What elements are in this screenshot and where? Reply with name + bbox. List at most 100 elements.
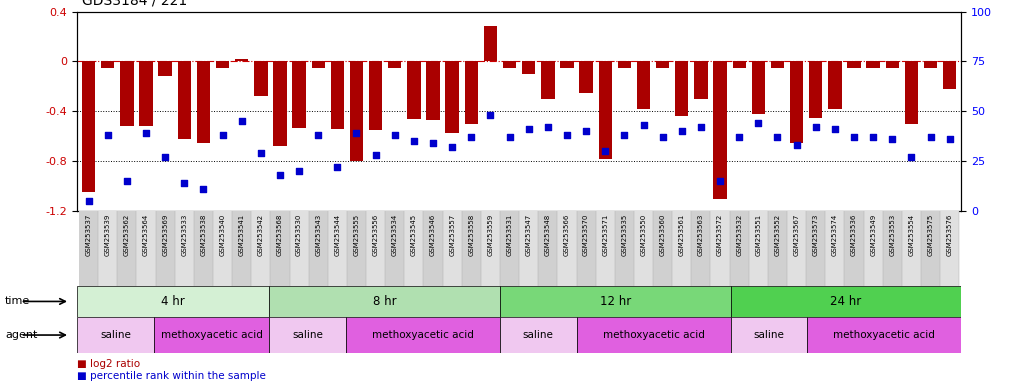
Bar	[748, 211, 768, 286]
Bar	[731, 286, 961, 317]
Text: GSM253562: GSM253562	[123, 214, 130, 256]
Point	[348, 130, 365, 136]
Bar	[366, 211, 386, 286]
Bar	[500, 211, 519, 286]
Point	[942, 136, 958, 142]
Bar	[369, 61, 382, 130]
Bar	[350, 61, 363, 161]
Text: GSM253557: GSM253557	[449, 214, 455, 256]
Text: GSM253563: GSM253563	[698, 214, 704, 256]
Point	[865, 134, 881, 141]
Text: GSM253564: GSM253564	[143, 214, 149, 256]
Bar	[733, 61, 746, 68]
Bar	[790, 61, 803, 142]
Text: GSM253568: GSM253568	[277, 214, 283, 256]
Bar	[155, 211, 175, 286]
Bar	[560, 61, 574, 68]
Bar	[519, 211, 539, 286]
Bar	[692, 211, 710, 286]
Text: 24 hr: 24 hr	[831, 295, 861, 308]
Text: GSM253567: GSM253567	[794, 214, 800, 256]
Bar	[443, 211, 462, 286]
Text: GSM253542: GSM253542	[258, 214, 264, 256]
Bar	[595, 211, 615, 286]
Text: GSM253533: GSM253533	[181, 214, 187, 256]
Text: 8 hr: 8 hr	[373, 295, 397, 308]
Text: GSM253541: GSM253541	[238, 214, 245, 256]
Bar	[137, 211, 155, 286]
Text: GSM253531: GSM253531	[507, 214, 513, 256]
Bar	[270, 211, 290, 286]
Bar	[598, 61, 612, 159]
Bar	[481, 211, 500, 286]
Bar	[847, 61, 860, 68]
Bar	[79, 211, 98, 286]
Point	[387, 132, 403, 138]
Bar	[404, 211, 424, 286]
Text: GSM253576: GSM253576	[947, 214, 953, 256]
Text: 4 hr: 4 hr	[161, 295, 185, 308]
Text: methoxyacetic acid: methoxyacetic acid	[602, 330, 704, 340]
Text: GSM253560: GSM253560	[660, 214, 666, 256]
Bar	[943, 61, 956, 89]
Bar	[117, 211, 137, 286]
Text: GSM253575: GSM253575	[927, 214, 933, 256]
Text: GSM253558: GSM253558	[469, 214, 474, 256]
Text: GSM253573: GSM253573	[813, 214, 818, 256]
Text: agent: agent	[5, 330, 37, 340]
Bar	[941, 211, 959, 286]
Point	[233, 118, 250, 124]
Bar	[101, 61, 114, 68]
Text: GSM253555: GSM253555	[354, 214, 360, 256]
Point	[904, 154, 920, 161]
Text: saline: saline	[523, 330, 554, 340]
Point	[502, 134, 518, 141]
Bar	[503, 61, 516, 68]
Bar	[232, 211, 251, 286]
Text: GSM253530: GSM253530	[296, 214, 302, 256]
Point	[922, 134, 939, 141]
Bar	[386, 211, 404, 286]
Bar	[158, 61, 172, 76]
Point	[463, 134, 479, 141]
Bar	[139, 61, 153, 126]
Text: saline: saline	[754, 330, 784, 340]
Bar	[713, 61, 727, 199]
Point	[310, 132, 327, 138]
Bar	[844, 211, 864, 286]
Bar	[751, 61, 765, 114]
Text: GSM253532: GSM253532	[736, 214, 742, 256]
Bar	[500, 317, 577, 353]
Point	[635, 122, 652, 128]
Bar	[77, 286, 269, 317]
Bar	[120, 61, 134, 126]
Text: GSM253572: GSM253572	[718, 214, 723, 256]
Point	[597, 148, 614, 154]
Bar	[557, 211, 577, 286]
Point	[118, 178, 135, 184]
Bar	[924, 61, 938, 68]
Text: GSM253535: GSM253535	[621, 214, 627, 256]
Point	[291, 168, 307, 174]
Bar	[269, 317, 346, 353]
Bar	[539, 211, 557, 286]
Bar	[577, 211, 595, 286]
Text: GSM253543: GSM253543	[316, 214, 321, 256]
Bar	[768, 211, 787, 286]
Point	[884, 136, 901, 142]
Bar	[615, 211, 634, 286]
Bar	[251, 211, 270, 286]
Bar	[885, 61, 900, 68]
Point	[788, 142, 805, 148]
Text: GSM253551: GSM253551	[756, 214, 762, 256]
Bar	[465, 61, 478, 124]
Bar	[541, 61, 554, 99]
Text: GSM253534: GSM253534	[392, 214, 398, 256]
Point	[520, 126, 537, 132]
Text: 12 hr: 12 hr	[599, 295, 631, 308]
Bar	[269, 286, 500, 317]
Text: GSM253545: GSM253545	[411, 214, 417, 256]
Bar	[675, 61, 689, 116]
Bar	[580, 61, 593, 93]
Point	[482, 112, 499, 118]
